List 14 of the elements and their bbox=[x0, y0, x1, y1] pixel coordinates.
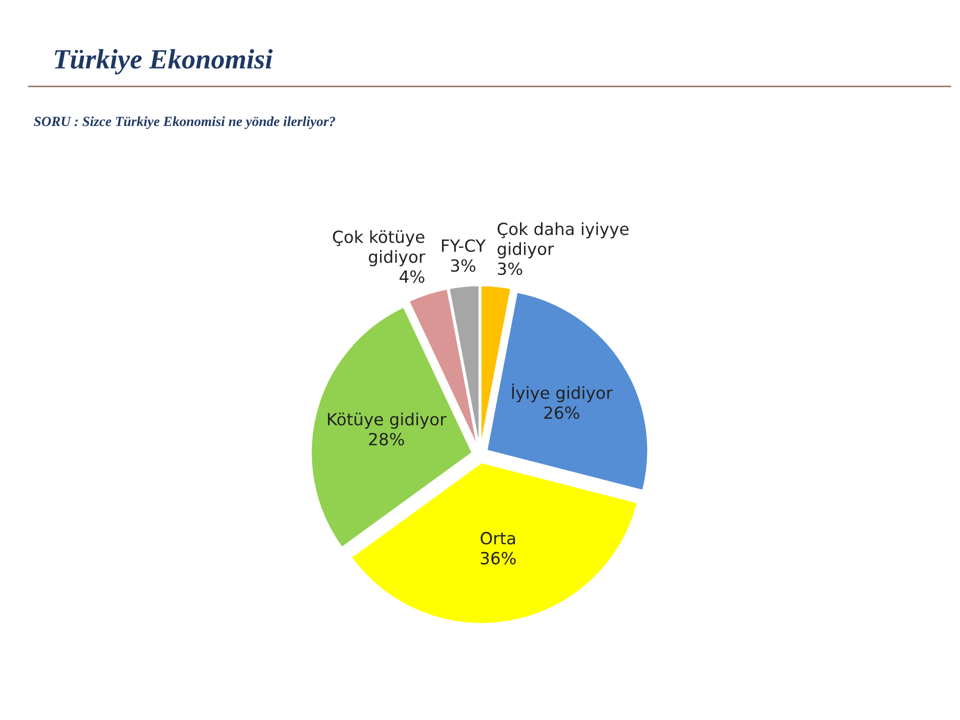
data-label: 28% bbox=[369, 432, 404, 446]
chart-title: Türkiye Ekonomisi bbox=[54, 49, 273, 74]
slice-label: Çok kötüye gidiyor bbox=[332, 230, 426, 266]
data-label: 36% bbox=[480, 552, 516, 564]
data-label: 3% bbox=[498, 262, 522, 276]
text: SORU : Sizce Türkiye Ekonomisi ne yönde ilerliyor? bbox=[34, 116, 336, 129]
slice-label: Çok daha iyiyye gidiyor bbox=[498, 222, 629, 258]
slice-label: FY-CY bbox=[442, 239, 486, 252]
slice-label: Kötüye gidiyor bbox=[328, 412, 446, 429]
data-label: 26% bbox=[544, 406, 580, 419]
slice-label: Orta bbox=[480, 532, 515, 545]
data-label: 4% bbox=[400, 270, 424, 283]
slice-label: İyiye gidiyor bbox=[512, 384, 613, 402]
data-label: 3% bbox=[451, 259, 476, 272]
